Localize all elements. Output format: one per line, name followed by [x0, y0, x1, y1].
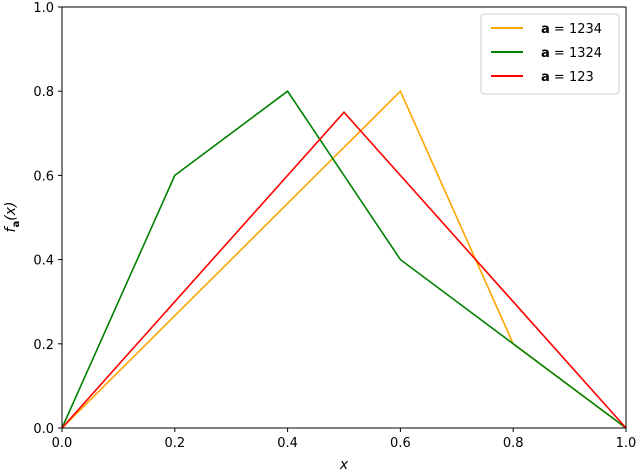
y-axis-label: fa(x): [3, 202, 22, 233]
x-tick-label: 0.0: [52, 436, 73, 451]
legend-box: [480, 13, 620, 95]
x-tick-label: 1.0: [616, 436, 637, 451]
x-tick-label: 0.4: [277, 436, 298, 451]
y-axis-label-subscript: a: [11, 221, 22, 228]
x-tick-label: 0.8: [503, 436, 524, 451]
series-line-1: [61, 90, 627, 429]
y-tick-label: 0.8: [33, 85, 54, 100]
y-tick-label: 0.0: [33, 422, 54, 437]
series-line-2: [61, 111, 627, 429]
ticks-layer: 0.0 0.2 0.4 0.6 0.8 1.0 0.0 0.2 0.4 0.6 0.8 1.0: [33, 1, 636, 451]
y-tick-label: 0.4: [33, 254, 54, 269]
x-tick-label: 0.2: [164, 436, 185, 451]
legend: a = 1234 a = 1324 a = 123: [480, 13, 620, 95]
y-tick-label: 0.6: [33, 169, 54, 184]
plot-frame: [61, 6, 627, 429]
legend-label-2: a = 123: [541, 70, 594, 85]
legend-label-0: a = 1234: [541, 22, 602, 37]
y-tick-label: 1.0: [33, 1, 54, 16]
legend-label-1: a = 1324: [541, 46, 602, 61]
series-layer: [61, 89, 627, 429]
y-tick-label: 0.2: [33, 338, 54, 353]
y-axis-label-argument: (x): [3, 202, 19, 221]
x-axis-label: x: [339, 457, 349, 473]
x-tick-label: 0.6: [390, 436, 411, 451]
y-axis-label-main: f: [3, 225, 19, 232]
